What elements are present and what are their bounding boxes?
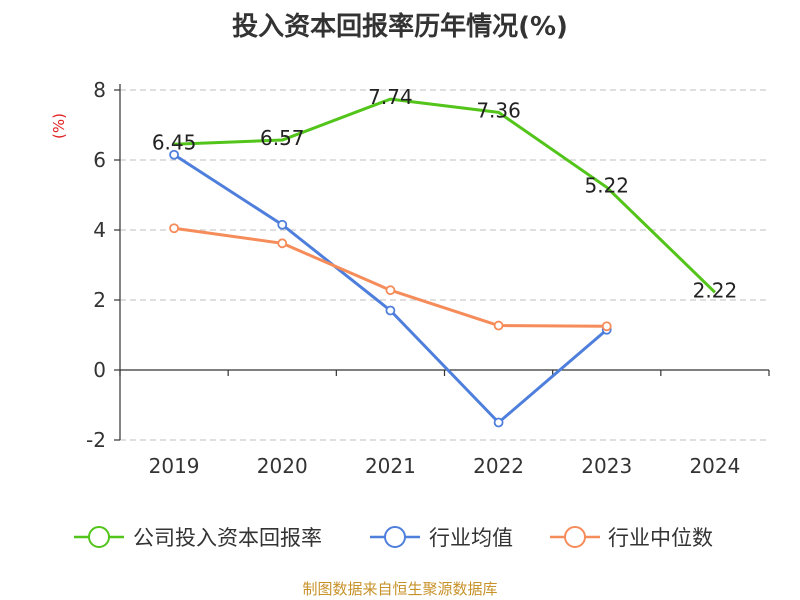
data-point (601, 321, 612, 332)
x-tick-label: 2020 (257, 454, 308, 478)
data-point (493, 417, 504, 428)
data-label: 5.22 (584, 173, 629, 197)
x-tick-label: 2021 (365, 454, 416, 478)
legend-marker (88, 526, 110, 548)
source-note: 制图数据来自恒生聚源数据库 (302, 580, 498, 598)
data-point (169, 223, 179, 234)
legend-label: 行业均值 (429, 526, 513, 550)
data-label: 6.57 (260, 126, 305, 150)
legend-label: 行业中位数 (608, 526, 713, 550)
legend-item: 行业均值 (370, 526, 513, 550)
series-line (174, 97, 716, 294)
legend-item: 行业中位数 (550, 526, 713, 550)
y-tick-label: 8 (93, 78, 106, 102)
y-tick-label: 0 (93, 358, 106, 382)
x-tick-label: 2019 (149, 454, 200, 478)
data-label: 7.36 (476, 98, 521, 122)
x-tick-label: 2024 (689, 454, 740, 478)
y-unit-label: (%) (50, 113, 68, 139)
y-tick-label: 6 (93, 148, 106, 172)
data-point (385, 285, 396, 296)
data-label: 6.45 (152, 130, 197, 154)
x-tick-label: 2023 (581, 454, 632, 478)
legend-marker (384, 526, 406, 548)
data-point (169, 149, 179, 160)
legend-marker (564, 526, 586, 548)
legend-label: 公司投入资本回报率 (133, 526, 322, 550)
y-tick-label: 2 (93, 288, 106, 312)
data-point (277, 219, 288, 230)
data-label: 2.22 (693, 278, 738, 302)
data-point (385, 305, 396, 316)
data-label: 7.74 (368, 85, 413, 109)
data-point (277, 238, 288, 249)
data-point (493, 320, 504, 331)
chart-title: 投入资本回报率历年情况(%) (232, 12, 568, 42)
y-tick-label: -2 (86, 428, 106, 452)
legend-item: 公司投入资本回报率 (74, 526, 322, 550)
x-tick-label: 2022 (473, 454, 524, 478)
y-tick-label: 4 (93, 218, 106, 242)
